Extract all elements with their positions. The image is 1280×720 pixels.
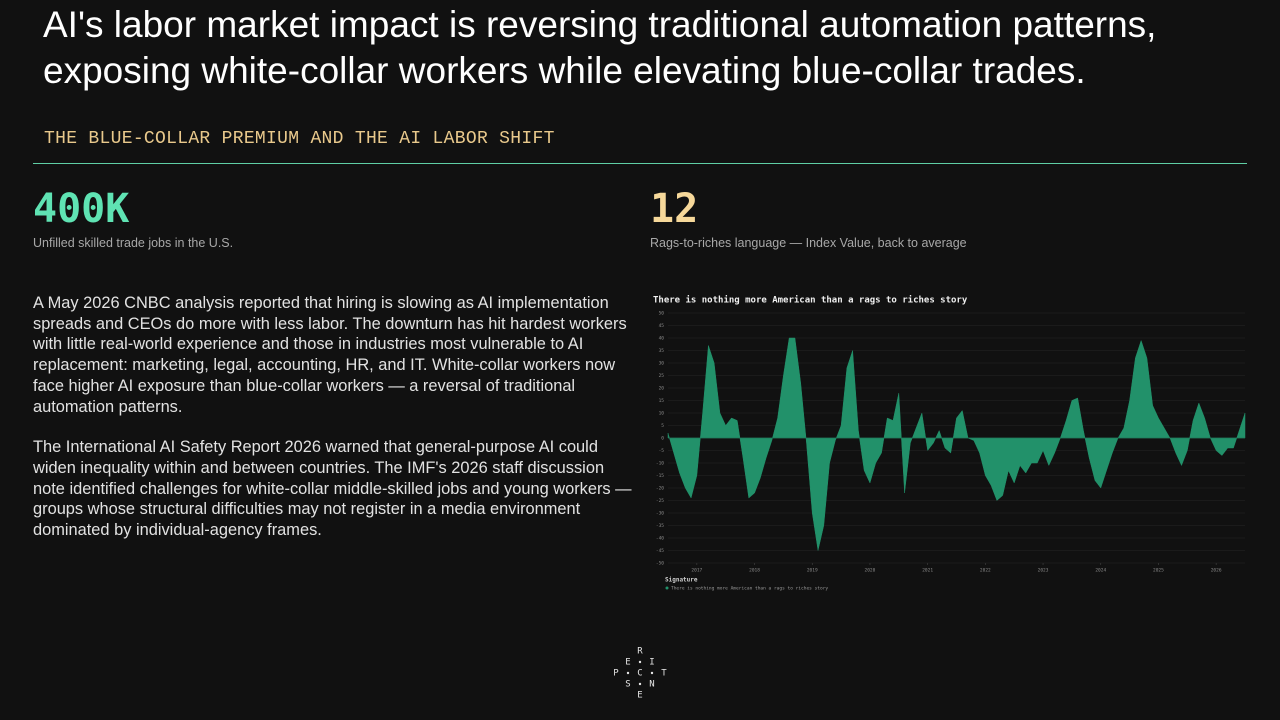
y-tick-label: -45: [656, 548, 664, 554]
logo-letter: R: [637, 647, 643, 657]
x-tick-label: 2025: [1153, 568, 1164, 574]
x-tick-label: 2018: [749, 568, 760, 574]
area: [667, 337, 1246, 551]
y-tick-label: 50: [659, 311, 665, 317]
logo-letter: C: [637, 669, 642, 679]
y-tick-label: -35: [656, 523, 664, 529]
y-tick-label: 20: [659, 386, 665, 392]
legend-label: There is nothing more American than a ra…: [671, 586, 828, 592]
logo-letter: E: [625, 658, 630, 668]
slide-subtitle: THE BLUE-COLLAR PREMIUM AND THE AI LABOR…: [44, 129, 555, 149]
divider: [33, 163, 1247, 164]
logo-letter: N: [649, 680, 654, 690]
logo-dot: [638, 682, 642, 686]
body-text: A May 2026 CNBC analysis reported that h…: [33, 293, 638, 561]
legend-title: Signature: [665, 577, 698, 584]
stat-label: Unfilled skilled trade jobs in the U.S.: [33, 236, 234, 250]
x-tick-label: 2021: [922, 568, 933, 574]
y-tick-label: 30: [659, 361, 665, 367]
y-tick-label: 25: [659, 373, 665, 379]
x-tick-label: 2023: [1038, 568, 1049, 574]
y-tick-label: 15: [659, 398, 665, 404]
logo-dot: [638, 660, 642, 664]
logo-letter: S: [625, 680, 630, 690]
x-tick-label: 2020: [865, 568, 876, 574]
y-tick-label: -30: [656, 511, 664, 517]
x-tick-label: 2026: [1211, 568, 1222, 574]
logo-letter: I: [649, 658, 654, 668]
chart: There is nothing more American than a ra…: [653, 295, 1246, 592]
logo-letter: P: [613, 669, 619, 679]
x-tick-label: 2019: [807, 568, 818, 574]
y-tick-label: -20: [656, 486, 664, 492]
y-tick-label: -15: [656, 473, 664, 479]
y-tick-label: -40: [656, 536, 664, 542]
stat-value: 12: [650, 186, 699, 232]
y-tick-label: 45: [659, 323, 665, 329]
logo-dot: [650, 671, 654, 675]
slide-title: AI's labor market impact is reversing tr…: [43, 4, 1157, 91]
stat-label: Rags-to-riches language — Index Value, b…: [650, 236, 967, 250]
x-tick-label: 2017: [691, 568, 702, 574]
x-tick-label: 2024: [1095, 568, 1106, 574]
y-tick-label: 5: [661, 423, 664, 429]
paragraph: A May 2026 CNBC analysis reported that h…: [33, 294, 627, 416]
y-tick-label: 0: [661, 436, 664, 442]
x-tick-label: 2022: [980, 568, 991, 574]
y-tick-label: 35: [659, 348, 665, 354]
paragraph: The International AI Safety Report 2026 …: [33, 438, 632, 540]
legend-swatch: [665, 586, 669, 590]
logo: R E I P C T S N E: [613, 647, 667, 701]
y-tick-label: -25: [656, 498, 664, 504]
y-tick-label: 10: [659, 411, 665, 417]
stat-value: 400K: [33, 186, 130, 232]
y-tick-label: -5: [659, 448, 665, 454]
y-tick-label: -50: [656, 561, 664, 567]
y-tick-label: -10: [656, 461, 664, 467]
logo-letter: E: [637, 691, 642, 701]
logo-dot: [626, 671, 630, 675]
chart-title: There is nothing more American than a ra…: [653, 295, 968, 306]
logo-letter: T: [661, 669, 667, 679]
y-tick-label: 40: [659, 336, 665, 342]
